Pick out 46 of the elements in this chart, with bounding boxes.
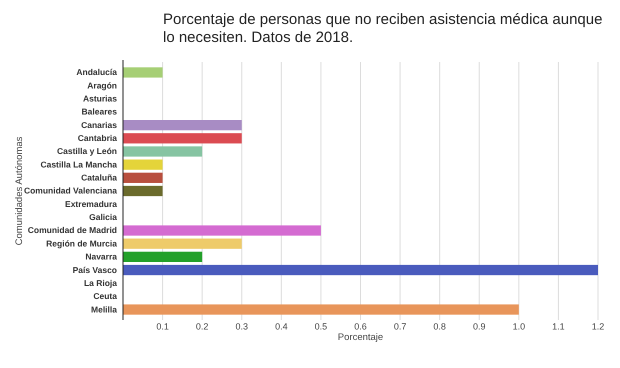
y-tick-label: Aragón bbox=[87, 80, 117, 90]
x-tick-label: 0.5 bbox=[314, 321, 328, 332]
y-tick-label: La Rioja bbox=[84, 278, 118, 288]
y-tick-label: Extremadura bbox=[65, 198, 118, 209]
x-tick-label: 0.7 bbox=[394, 321, 406, 332]
x-axis-title: Porcentaje bbox=[338, 332, 384, 343]
bar bbox=[123, 304, 519, 315]
bar bbox=[123, 252, 202, 262]
y-tick-label: Cantabria bbox=[78, 133, 118, 144]
bar bbox=[123, 238, 242, 249]
x-tick-label: 0.8 bbox=[433, 321, 446, 332]
y-tick-label: Galicia bbox=[89, 212, 118, 222]
y-tick-label: País Vasco bbox=[72, 264, 117, 275]
y-tick-label: Ceuta bbox=[93, 291, 118, 302]
x-tick-label: 0.6 bbox=[354, 321, 367, 332]
y-tick-label: Melilla bbox=[91, 304, 118, 314]
y-tick-label: Comunidad de Madrid bbox=[28, 225, 117, 236]
x-tick-label: 1.2 bbox=[592, 321, 604, 332]
bar bbox=[123, 225, 321, 236]
y-tick-label: Comunidad Valenciana bbox=[24, 186, 118, 196]
y-tick-label: Asturias bbox=[82, 94, 118, 104]
y-tick-label: Baleares bbox=[82, 106, 118, 117]
chart-title: Porcentaje de personas que no reciben asistencia médica aunque lo necesiten. Datos de 2018. bbox=[163, 11, 602, 46]
x-tick-label: 0.9 bbox=[472, 321, 486, 332]
bar bbox=[123, 120, 242, 130]
y-tick-label: Andalucía bbox=[76, 67, 118, 78]
bar bbox=[123, 146, 202, 157]
bar bbox=[123, 133, 242, 144]
y-axis-title: Comunidades Autónomas bbox=[14, 136, 25, 246]
x-tick-label: 0.4 bbox=[275, 321, 288, 332]
x-tick-label: 0.1 bbox=[156, 321, 169, 332]
y-tick-label: Castilla La Mancha bbox=[40, 159, 118, 170]
y-tick-label: Cataluña bbox=[81, 172, 118, 183]
bar bbox=[123, 160, 163, 170]
y-tick-label: Castilla y León bbox=[57, 146, 117, 156]
x-tick-label: 1.0 bbox=[512, 321, 526, 332]
y-tick-label: Región de Murcia bbox=[46, 238, 118, 248]
bar bbox=[123, 186, 163, 196]
bar bbox=[123, 67, 163, 78]
x-tick-label: 0.3 bbox=[235, 321, 248, 332]
x-tick-label: 0.2 bbox=[196, 321, 208, 332]
y-tick-label: Navarra bbox=[85, 252, 118, 262]
bar bbox=[123, 264, 598, 276]
bar bbox=[123, 172, 163, 183]
x-tick-label: 1.1 bbox=[552, 321, 565, 332]
y-tick-label: Canarias bbox=[81, 120, 118, 130]
